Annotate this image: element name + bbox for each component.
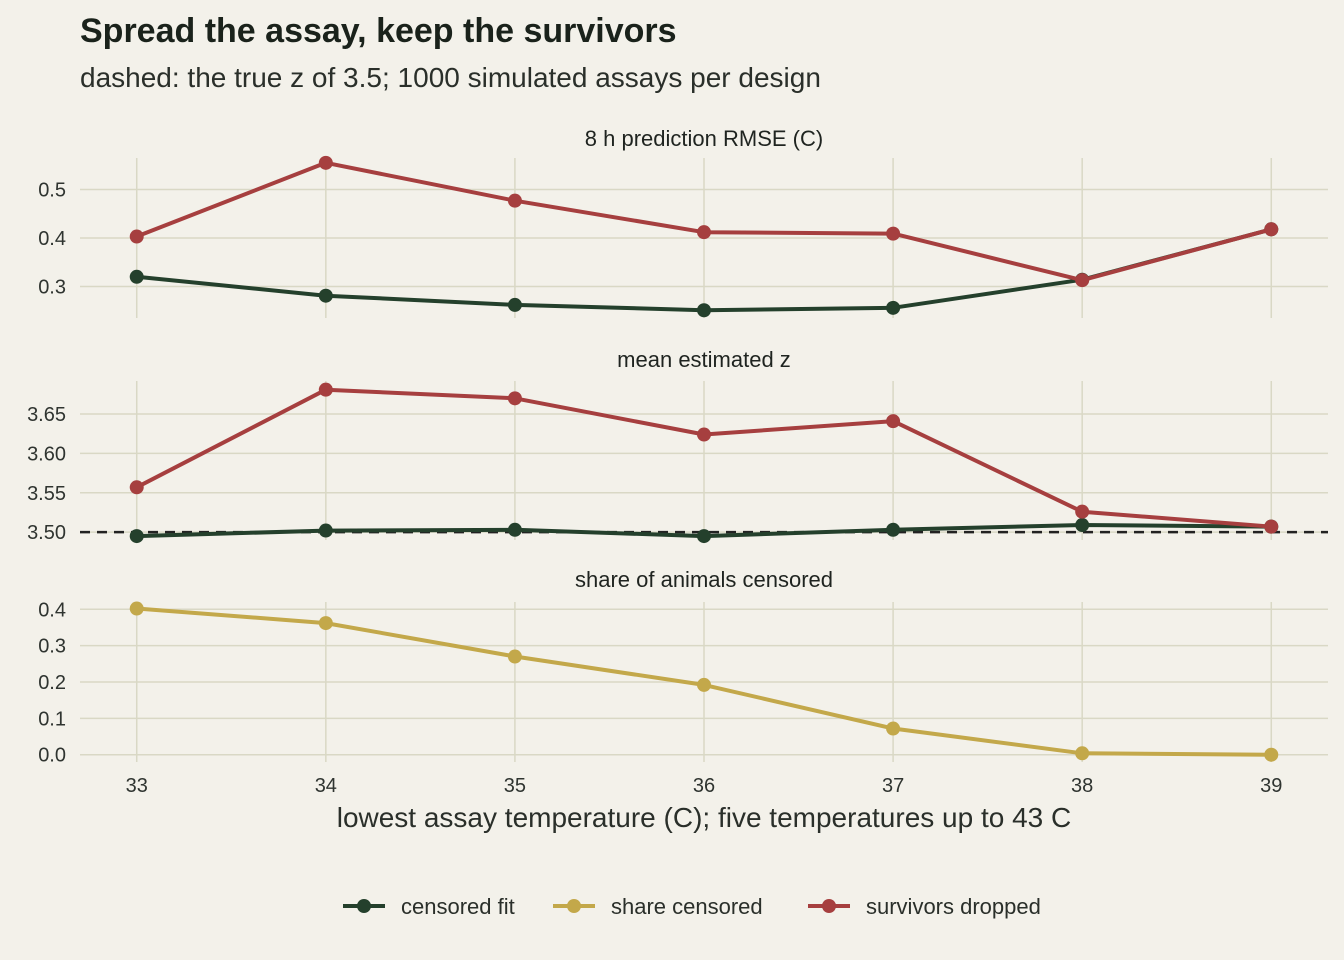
data-point-censored-fit	[1075, 518, 1090, 533]
data-point-censored-fit	[697, 303, 711, 318]
data-point-survivors-dropped	[507, 391, 522, 406]
y-tick-label: 0.3	[38, 636, 66, 658]
data-point-survivors-dropped	[1264, 222, 1279, 237]
y-tick-label: 0.0	[38, 745, 66, 767]
data-point-share-censored	[697, 677, 711, 692]
data-point-survivors-dropped	[1075, 504, 1090, 519]
legend-item-survivors-dropped: survivors dropped	[808, 894, 1041, 919]
data-point-survivors-dropped	[129, 480, 144, 495]
data-point-share-censored	[507, 649, 522, 664]
x-tick-label: 39	[1260, 775, 1282, 797]
legend-swatch-point	[357, 899, 371, 913]
x-tick-label: 37	[882, 775, 904, 797]
data-point-censored-fit	[318, 523, 333, 538]
y-tick-label: 0.1	[38, 708, 66, 730]
data-point-survivors-dropped	[1264, 519, 1279, 534]
panel-1: 8 h prediction RMSE (C) 0.3 0.4 0.5	[38, 126, 1328, 318]
x-tick-label: 33	[126, 775, 148, 797]
data-point-survivors-dropped	[318, 155, 333, 170]
legend-label: survivors dropped	[866, 894, 1041, 919]
data-point-survivors-dropped	[886, 226, 901, 241]
legend-item-censored-fit: censored fit	[343, 894, 515, 919]
data-point-survivors-dropped	[129, 229, 144, 244]
y-tick-label: 0.5	[38, 180, 66, 202]
data-point-censored-fit	[129, 529, 144, 544]
data-point-censored-fit	[886, 300, 901, 315]
legend-label: share censored	[611, 894, 763, 919]
data-point-survivors-dropped	[697, 225, 711, 240]
panel-3: share of animals censored 0.0 0.1 0.2 0.3 0.4	[38, 567, 1328, 767]
data-point-censored-fit	[129, 269, 144, 284]
legend-item-share-censored: share censored	[553, 894, 763, 919]
y-tick-label: 0.3	[38, 276, 66, 298]
data-point-survivors-dropped	[318, 382, 333, 397]
panel-2: mean estimated z 3.50 3.55 3.60 3.65	[27, 347, 1328, 544]
y-tick-label: 3.55	[27, 483, 66, 505]
x-tick-label: 35	[504, 775, 526, 797]
x-axis: 33 34 35 36 37 38 39	[126, 775, 1283, 797]
data-point-censored-fit	[507, 297, 522, 312]
panel-title: 8 h prediction RMSE (C)	[585, 126, 823, 151]
chart-title: Spread the assay, keep the survivors	[80, 12, 677, 50]
y-tick-label: 0.2	[38, 672, 66, 694]
y-tick-label: 0.4	[38, 228, 66, 250]
x-tick-label: 36	[693, 775, 715, 797]
x-tick-label: 34	[315, 775, 337, 797]
y-tick-label: 3.50	[27, 522, 66, 544]
data-point-censored-fit	[886, 522, 901, 537]
data-point-survivors-dropped	[697, 427, 711, 442]
data-point-share-censored	[318, 616, 333, 631]
panel-title: share of animals censored	[575, 567, 833, 592]
legend-label: censored fit	[401, 894, 515, 919]
data-point-censored-fit	[697, 529, 711, 544]
data-point-survivors-dropped	[886, 414, 901, 429]
y-tick-label: 0.4	[38, 599, 66, 621]
data-point-share-censored	[129, 601, 144, 616]
panel-title: mean estimated z	[617, 347, 791, 372]
y-tick-label: 3.60	[27, 443, 66, 465]
legend-swatch-point	[822, 899, 836, 913]
data-point-survivors-dropped	[1075, 273, 1090, 288]
legend-swatch-point	[567, 899, 581, 913]
data-point-censored-fit	[318, 288, 333, 303]
x-tick-label: 38	[1071, 775, 1093, 797]
data-point-censored-fit	[507, 522, 522, 537]
x-axis-title: lowest assay temperature (C); five tempe…	[337, 802, 1072, 833]
data-point-share-censored	[1075, 746, 1090, 761]
data-point-share-censored	[886, 721, 901, 736]
y-tick-label: 3.65	[27, 404, 66, 426]
data-point-share-censored	[1264, 747, 1279, 762]
panels-layer: 8 h prediction RMSE (C) 0.3 0.4 0.5 mean est…	[27, 126, 1328, 797]
data-point-survivors-dropped	[507, 193, 522, 208]
legend: censored fit share censored survivors drop…	[343, 894, 1041, 919]
chart-subtitle: dashed: the true z of 3.5; 1000 simulate…	[80, 62, 821, 93]
